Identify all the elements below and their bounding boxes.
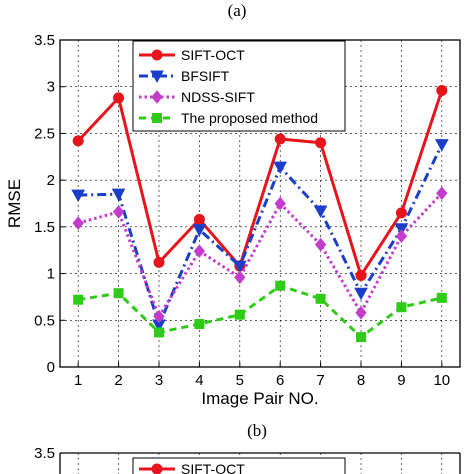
axis-ticks: 0 0.5 1 1.5 2 2.5 3 3.5 1 2 3 4 5 6 7 8 9 10 bbox=[34, 32, 450, 389]
legend-label-sift-oct: SIFT-OCT bbox=[181, 461, 245, 474]
data-point-the-proposed-method bbox=[234, 309, 245, 320]
data-point-sift-oct bbox=[193, 213, 205, 225]
data-point-ndss-sift bbox=[193, 244, 206, 258]
data-point-ndss-sift bbox=[72, 216, 84, 230]
data-point-sift-oct bbox=[274, 133, 286, 145]
data-point-ndss-sift bbox=[436, 186, 448, 201]
legend-box bbox=[132, 457, 346, 474]
legend-label-sift-oct: SIFT-OCT bbox=[181, 47, 245, 63]
data-point-the-proposed-method bbox=[73, 294, 84, 305]
legend-marker-sift-oct bbox=[151, 49, 163, 61]
data-point-sift-oct bbox=[395, 207, 407, 219]
legend-label-bfsift: BFSIFT bbox=[181, 68, 230, 84]
data-point-bfsift bbox=[273, 161, 288, 175]
data-point-the-proposed-method bbox=[194, 319, 205, 330]
data-point-sift-oct bbox=[72, 135, 84, 147]
legend-marker-ndss-sift bbox=[151, 90, 163, 104]
x-tick-label: 3 bbox=[155, 372, 163, 389]
data-point-ndss-sift bbox=[395, 229, 408, 243]
plot-frame bbox=[59, 39, 461, 368]
y-axis-label: RMSE bbox=[5, 179, 24, 228]
series-line-bfsift bbox=[78, 143, 444, 327]
data-point-bfsift bbox=[313, 205, 328, 219]
data-point-ndss-sift bbox=[234, 270, 246, 285]
caption-bottom: (b) bbox=[247, 421, 267, 440]
x-tick-label: 5 bbox=[236, 372, 244, 389]
x-tick-label: 4 bbox=[195, 372, 203, 389]
y-tick-label: 3.5 bbox=[34, 32, 55, 49]
data-point-sift-oct bbox=[355, 269, 367, 281]
legend-marker-bfsift bbox=[150, 70, 164, 84]
data-point-sift-oct bbox=[113, 92, 125, 104]
y-tick-label: 1.5 bbox=[34, 219, 55, 236]
y-tick-label: 0.5 bbox=[34, 312, 55, 329]
data-point-the-proposed-method bbox=[275, 280, 286, 291]
data-point-ndss-sift bbox=[153, 309, 165, 324]
series-line-the-proposed-method bbox=[77, 284, 443, 339]
legend-label-the-proposed-method: The proposed method bbox=[181, 110, 318, 126]
y-tick-label: 2 bbox=[47, 172, 55, 189]
second-chart-partial: 3.5 SIFT-OCT bbox=[34, 445, 461, 474]
data-point-the-proposed-method bbox=[315, 293, 326, 304]
caption-top: (a) bbox=[228, 1, 247, 20]
y-tick-label: 1 bbox=[47, 266, 55, 283]
y-tick-label: 0 bbox=[47, 359, 55, 376]
data-point-ndss-sift bbox=[314, 237, 327, 252]
data-point-ndss-sift bbox=[355, 306, 367, 320]
x-tick-label: 10 bbox=[433, 372, 450, 389]
data-point-sift-oct bbox=[153, 256, 165, 268]
x-tick-label: 9 bbox=[397, 372, 405, 389]
data-point-bfsift bbox=[232, 260, 247, 274]
x-tick-label: 1 bbox=[74, 372, 82, 389]
data-point-ndss-sift bbox=[274, 196, 286, 211]
x-tick-label: 6 bbox=[276, 372, 284, 389]
data-point-sift-oct bbox=[315, 137, 327, 149]
data-point-bfsift bbox=[192, 224, 207, 237]
y-tick-label: 2.5 bbox=[34, 125, 55, 142]
x-tick-label: 8 bbox=[357, 372, 365, 389]
y-tick-label: 3 bbox=[47, 79, 55, 96]
data-point-the-proposed-method bbox=[113, 288, 124, 299]
legend-marker-sift-oct bbox=[151, 463, 163, 474]
data-point-the-proposed-method bbox=[396, 302, 407, 313]
data-point-bfsift bbox=[111, 188, 126, 202]
rmse-line-chart: 0 0.5 1 1.5 2 2.5 3 3.5 1 2 3 4 5 6 7 8 9 10 RMSE Image P… bbox=[5, 32, 461, 408]
data-point-sift-oct bbox=[436, 84, 448, 96]
series-line-ndss-sift bbox=[77, 192, 443, 318]
x-tick-label: 7 bbox=[316, 372, 324, 389]
series-line-sift-oct bbox=[77, 90, 444, 277]
data-point-the-proposed-method bbox=[153, 327, 164, 338]
data-point-bfsift bbox=[354, 287, 368, 301]
data-point-bfsift bbox=[394, 223, 409, 236]
data-point-ndss-sift bbox=[112, 205, 125, 219]
x-tick-label: 2 bbox=[114, 372, 122, 389]
legend: SIFT-OCT BFSIFT NDSS-SIFT The proposed meth… bbox=[132, 40, 346, 132]
data-point-the-proposed-method bbox=[436, 292, 447, 303]
series-lines bbox=[71, 84, 449, 343]
data-point-bfsift bbox=[71, 189, 86, 203]
x-axis-label: Image Pair NO. bbox=[201, 389, 318, 408]
data-point-the-proposed-method bbox=[356, 332, 367, 343]
data-point-bfsift bbox=[434, 139, 449, 152]
y-tick-label: 3.5 bbox=[34, 445, 55, 462]
legend-label-ndss-sift: NDSS-SIFT bbox=[181, 89, 255, 105]
legend-marker-the-proposed-method bbox=[152, 113, 162, 123]
